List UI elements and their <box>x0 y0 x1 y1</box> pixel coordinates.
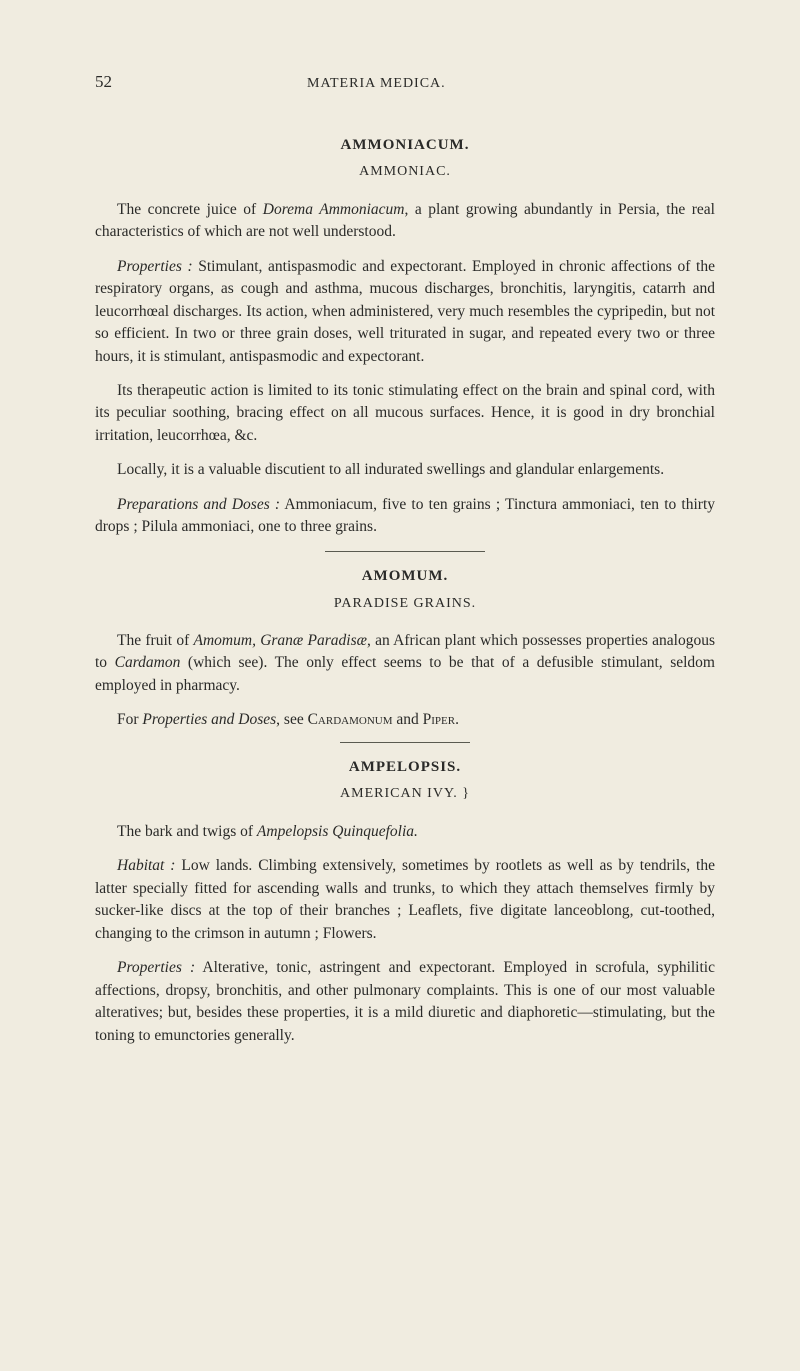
paragraph: Its therapeutic action is limited to its… <box>95 380 715 447</box>
page-header: 52 MATERIA MEDICA. <box>95 70 715 95</box>
paragraph: Locally, it is a valuable discutient to … <box>95 459 715 481</box>
section-subtitle: AMMONIAC. <box>95 162 715 182</box>
paragraph: For Properties and Doses, see Cardamonum… <box>95 709 715 731</box>
section-amomum: AMOMUM. PARADISE GRAINS. The fruit of Am… <box>95 566 715 732</box>
section-subtitle: AMERICAN IVY. } <box>95 784 715 804</box>
section-rule <box>340 742 470 743</box>
paragraph: Preparations and Doses : Ammoniacum, fiv… <box>95 494 715 539</box>
section-title: AMMONIACUM. <box>95 135 715 157</box>
paragraph: The concrete juice of Dorema Ammoniacum,… <box>95 199 715 244</box>
paragraph: Properties : Stimulant, antispasmodic an… <box>95 256 715 368</box>
paragraph: Properties : Alterative, tonic, astringe… <box>95 957 715 1047</box>
page-number: 52 <box>95 70 112 95</box>
section-rule <box>325 551 485 552</box>
section-ammoniacum: AMMONIACUM. AMMONIAC. The concrete juice… <box>95 135 715 539</box>
paragraph: Habitat : Low lands. Climbing extensivel… <box>95 855 715 945</box>
paragraph: The fruit of Amomum, Granæ Paradisæ, an … <box>95 630 715 697</box>
section-title: AMPELOPSIS. <box>95 757 715 779</box>
paragraph: The bark and twigs of Ampelopsis Quinque… <box>95 821 715 843</box>
section-ampelopsis: AMPELOPSIS. AMERICAN IVY. } The bark and… <box>95 757 715 1047</box>
running-head: MATERIA MEDICA. <box>307 74 446 94</box>
section-subtitle: PARADISE GRAINS. <box>95 594 715 614</box>
section-title: AMOMUM. <box>95 566 715 588</box>
